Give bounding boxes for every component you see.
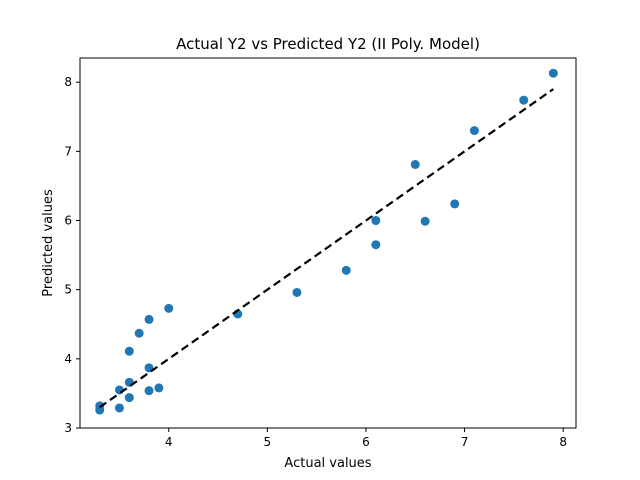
data-point bbox=[95, 405, 105, 415]
data-point bbox=[371, 216, 381, 226]
chart-title: Actual Y2 vs Predicted Y2 (II Poly. Mode… bbox=[176, 35, 480, 53]
data-point bbox=[144, 314, 154, 324]
data-point bbox=[420, 216, 430, 226]
data-point bbox=[144, 386, 154, 396]
y-tick-label: 3 bbox=[64, 421, 72, 435]
x-tick-label: 8 bbox=[559, 435, 567, 449]
data-point bbox=[114, 403, 124, 413]
data-point bbox=[292, 287, 302, 297]
y-axis-label: Predicted values bbox=[41, 189, 56, 297]
y-tick-label: 5 bbox=[64, 283, 72, 297]
data-point bbox=[450, 199, 460, 209]
data-point bbox=[548, 68, 558, 78]
data-point bbox=[154, 383, 164, 393]
y-axis: 3 4 5 6 7 8 bbox=[64, 75, 80, 435]
x-tick-label: 7 bbox=[461, 435, 469, 449]
x-axis-label: Actual values bbox=[284, 456, 371, 471]
x-axis: 4 5 6 7 8 bbox=[165, 428, 567, 449]
y-tick-label: 6 bbox=[64, 214, 72, 228]
data-point bbox=[134, 328, 144, 338]
data-point bbox=[164, 303, 174, 313]
data-point bbox=[124, 346, 134, 356]
data-point bbox=[519, 95, 529, 105]
x-tick-label: 4 bbox=[165, 435, 173, 449]
data-point bbox=[341, 265, 351, 275]
data-point bbox=[410, 160, 420, 170]
x-tick-label: 5 bbox=[264, 435, 272, 449]
y-tick-label: 4 bbox=[64, 352, 72, 366]
x-tick-label: 6 bbox=[362, 435, 370, 449]
y-tick-label: 8 bbox=[64, 75, 72, 89]
data-point bbox=[124, 393, 134, 403]
data-point bbox=[371, 240, 381, 250]
reference-line bbox=[99, 88, 554, 409]
plot-area bbox=[95, 68, 558, 415]
axes-frame bbox=[79, 57, 577, 429]
data-point bbox=[469, 126, 479, 136]
y-tick-label: 7 bbox=[64, 144, 72, 158]
